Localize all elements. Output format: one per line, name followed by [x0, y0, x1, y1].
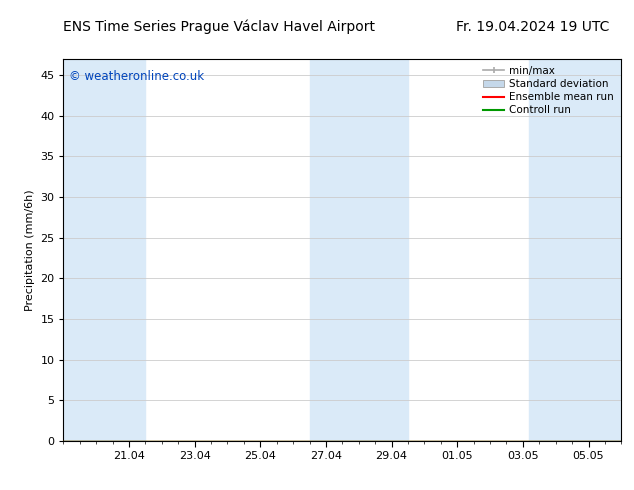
Text: ENS Time Series Prague Václav Havel Airport: ENS Time Series Prague Václav Havel Airp… — [63, 20, 375, 34]
Bar — [63, 59, 145, 441]
Legend: min/max, Standard deviation, Ensemble mean run, Controll run: min/max, Standard deviation, Ensemble me… — [479, 62, 618, 120]
Text: Fr. 19.04.2024 19 UTC: Fr. 19.04.2024 19 UTC — [456, 20, 610, 34]
Bar — [529, 59, 621, 441]
Y-axis label: Precipitation (mm/6h): Precipitation (mm/6h) — [25, 189, 35, 311]
Text: © weatheronline.co.uk: © weatheronline.co.uk — [69, 70, 204, 83]
Bar — [309, 59, 408, 441]
